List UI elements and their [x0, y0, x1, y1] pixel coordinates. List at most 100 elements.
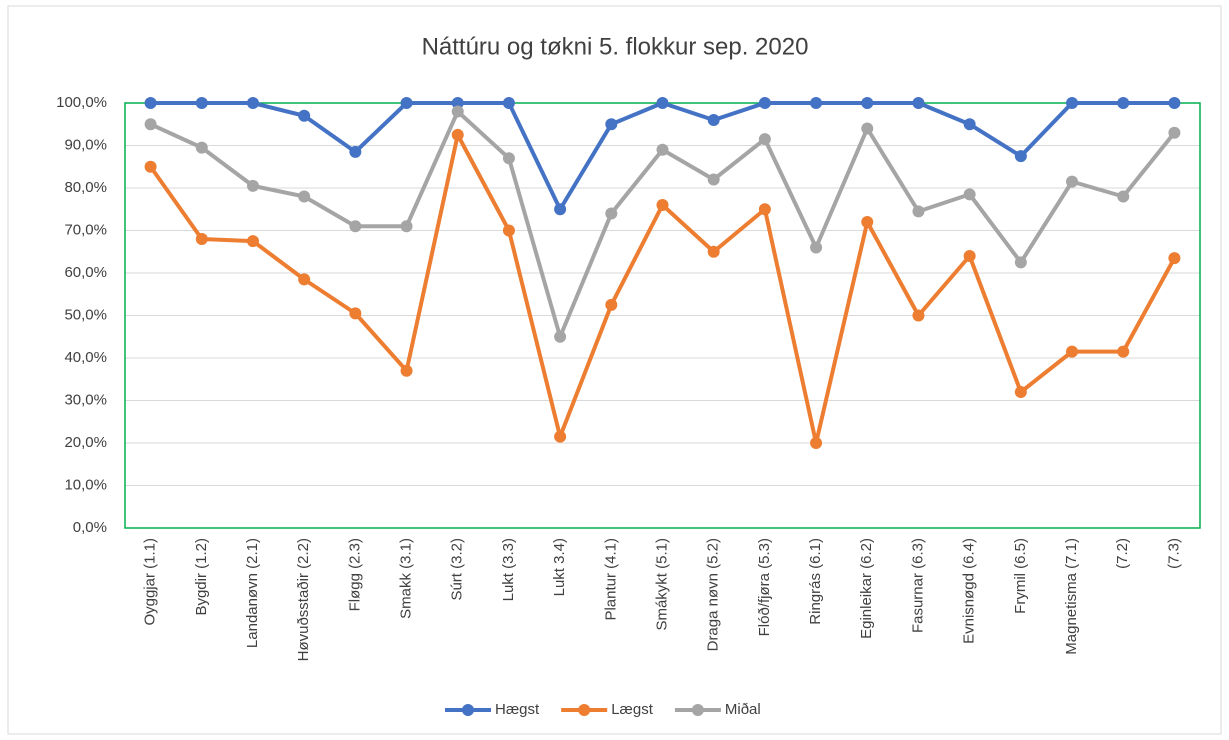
x-tick-label: Smakk (3.1): [398, 538, 415, 619]
x-tick-label: Oyggjar (1.1): [142, 538, 159, 626]
x-tick-label: Flóð/fjøra (5.3): [756, 538, 773, 636]
x-tick-label: Lukt (3.3): [500, 538, 517, 601]
data-point: [246, 97, 259, 109]
data-point: [502, 224, 515, 237]
data-point: [349, 145, 362, 158]
legend-label: Hægst: [495, 701, 540, 718]
data-point: [707, 114, 720, 126]
legend-marker: [462, 704, 474, 716]
data-point: [1117, 190, 1130, 203]
data-point: [861, 97, 874, 109]
data-point: [195, 97, 208, 109]
x-tick-label: Landanøvn (2.1): [244, 538, 261, 648]
data-point: [144, 118, 157, 131]
x-tick-label: Fasurnar (6.3): [909, 538, 926, 633]
legend-label: Miðal: [725, 701, 761, 718]
y-tick-label: 50,0%: [64, 306, 107, 323]
data-point: [400, 97, 413, 109]
data-point: [810, 437, 823, 449]
data-point: [912, 309, 925, 322]
data-point: [144, 160, 157, 173]
legend-marker: [578, 704, 591, 716]
data-point: [861, 216, 874, 228]
data-point: [298, 273, 311, 286]
data-point: [502, 97, 515, 109]
data-point: [758, 97, 771, 109]
data-point: [400, 220, 413, 233]
y-tick-label: 70,0%: [64, 221, 107, 238]
y-tick-label: 60,0%: [64, 264, 107, 281]
data-point: [400, 364, 413, 377]
data-point: [1066, 97, 1079, 109]
x-tick-label: Súrt (3.2): [449, 538, 466, 601]
data-point: [1014, 150, 1027, 163]
data-point: [144, 97, 157, 109]
x-tick-label: Ringrás (6.1): [807, 538, 824, 625]
data-point: [810, 97, 823, 109]
data-point: [963, 250, 976, 262]
data-point: [707, 245, 720, 258]
y-tick-label: 40,0%: [64, 349, 107, 366]
data-point: [656, 199, 669, 211]
data-point: [1117, 97, 1130, 109]
data-point: [195, 233, 208, 245]
x-tick-label: Bygdir (1.2): [193, 538, 210, 616]
data-point: [1066, 175, 1079, 188]
data-point: [1066, 345, 1079, 358]
data-point: [605, 118, 618, 131]
data-point: [451, 105, 464, 118]
x-tick-label: (7.3): [1165, 538, 1182, 569]
data-point: [810, 241, 823, 254]
y-tick-label: 0,0%: [73, 519, 107, 536]
data-point: [1168, 126, 1181, 139]
data-point: [451, 97, 464, 109]
x-tick-label: Frymil (6.5): [1012, 538, 1029, 614]
data-point: [298, 190, 311, 203]
data-point: [656, 143, 669, 156]
data-point: [298, 109, 311, 122]
data-point: [605, 207, 618, 220]
data-point: [912, 205, 925, 218]
data-point: [1168, 252, 1181, 265]
y-tick-label: 90,0%: [64, 136, 107, 153]
y-tick-label: 10,0%: [64, 476, 107, 493]
data-point: [758, 203, 771, 216]
x-tick-label: Høvuðsstaðir (2.2): [295, 538, 312, 661]
x-tick-label: Smákykt (5.1): [653, 538, 670, 631]
data-point: [861, 122, 874, 135]
y-tick-label: 100,0%: [56, 94, 107, 111]
chart-frame: [7, 5, 1222, 735]
y-tick-label: 30,0%: [64, 391, 107, 408]
data-point: [1014, 386, 1027, 398]
chart-title: Náttúru og tøkni 5. flokkur sep. 2020: [422, 33, 809, 60]
data-point: [246, 235, 259, 248]
data-point: [707, 173, 720, 186]
data-point: [758, 133, 771, 146]
x-tick-label: Magnetisma (7.1): [1063, 538, 1080, 655]
data-point: [912, 97, 925, 109]
x-tick-label: Lukt 3.4): [551, 538, 568, 596]
data-point: [502, 152, 515, 165]
data-point: [656, 97, 669, 109]
x-tick-label: (7.2): [1114, 538, 1131, 569]
data-point: [554, 203, 567, 216]
data-point: [1014, 256, 1027, 269]
y-tick-label: 80,0%: [64, 179, 107, 196]
data-point: [963, 188, 976, 201]
data-point: [963, 118, 976, 131]
x-tick-label: Eginleikar (6.2): [858, 538, 875, 639]
x-tick-label: Plantur (4.1): [602, 538, 619, 621]
data-point: [1117, 345, 1130, 358]
data-point: [349, 220, 362, 233]
x-tick-label: Evnisnøgd (6.4): [961, 538, 978, 644]
y-tick-label: 20,0%: [64, 434, 107, 451]
data-point: [554, 330, 567, 343]
x-tick-label: Fløgg (2.3): [346, 538, 363, 611]
data-point: [451, 128, 464, 141]
data-point: [195, 141, 208, 154]
data-point: [605, 298, 618, 311]
data-point: [554, 430, 567, 443]
data-point: [349, 307, 362, 320]
